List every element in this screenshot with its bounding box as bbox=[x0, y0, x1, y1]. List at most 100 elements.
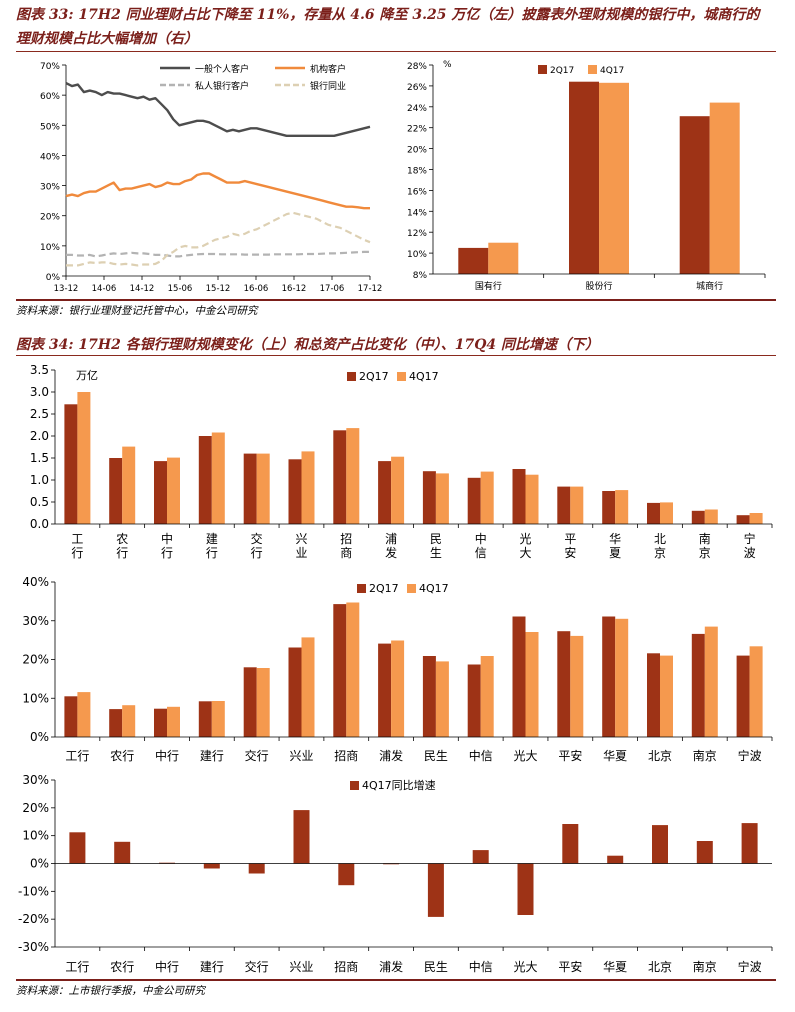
bar bbox=[607, 855, 624, 864]
bar bbox=[709, 102, 740, 274]
y-tick-label: -20% bbox=[18, 912, 49, 926]
bar bbox=[458, 247, 489, 274]
x-tick-label: 招商 bbox=[334, 748, 358, 763]
legend-label: 4Q17 bbox=[600, 66, 624, 76]
legend-label: 机构客户 bbox=[310, 63, 346, 75]
x-tick-label: 民 bbox=[430, 532, 442, 546]
bar bbox=[167, 457, 180, 524]
bar bbox=[467, 477, 481, 524]
figure34-source: 资料来源：上市银行季报，中金公司研究 bbox=[16, 985, 205, 997]
y-tick-label: 8% bbox=[413, 271, 428, 281]
x-tick-label: 浦 bbox=[385, 532, 397, 546]
bar bbox=[109, 458, 123, 524]
x-tick-label: 工行 bbox=[65, 749, 89, 763]
bar-chart-asset-share: 0% 10% 20% 30% 40% 工行 农行 中行 建行 交行 兴业 招商 浦发 民生 中信 光大 平安 华夏… bbox=[22, 575, 773, 763]
x-tick-label: 京 bbox=[699, 546, 711, 560]
bar bbox=[736, 515, 750, 524]
y-tick-label: 0% bbox=[30, 857, 49, 871]
y-tick-label: 16% bbox=[407, 187, 427, 197]
x-tick-label: 北京 bbox=[648, 749, 672, 763]
bar bbox=[467, 664, 481, 737]
bar bbox=[198, 701, 212, 737]
x-tick-label: 17-12 bbox=[358, 284, 383, 294]
x-tick-label: 南京 bbox=[693, 748, 717, 763]
x-tick-label: 夏 bbox=[609, 546, 621, 560]
x-tick-label: 行 bbox=[206, 546, 218, 560]
x-tick-label: 宁 bbox=[744, 531, 756, 546]
series-line bbox=[66, 250, 370, 258]
x-tick-label: 行 bbox=[161, 546, 173, 560]
bar bbox=[114, 841, 131, 864]
bar bbox=[615, 490, 629, 524]
y-tick-label: 14% bbox=[407, 208, 427, 218]
figure33-bottom-rule bbox=[16, 299, 776, 301]
bar bbox=[435, 473, 449, 524]
bar bbox=[570, 486, 584, 524]
x-tick-label: 安 bbox=[564, 545, 576, 560]
legend-swatch bbox=[407, 584, 416, 593]
x-tick-label: 建 bbox=[206, 532, 218, 546]
x-tick-label: 城商行 bbox=[696, 280, 723, 292]
y-tick-label: 40% bbox=[40, 152, 60, 162]
bar bbox=[248, 863, 265, 874]
bar bbox=[288, 459, 302, 524]
x-tick-label: 16-06 bbox=[244, 284, 269, 294]
x-tick-label: 建行 bbox=[200, 749, 224, 763]
x-tick-label: 北 bbox=[654, 532, 666, 546]
bar bbox=[525, 474, 539, 524]
bar bbox=[391, 640, 405, 737]
bar bbox=[660, 655, 673, 737]
y-tick-label: 24% bbox=[407, 104, 427, 114]
bar bbox=[288, 647, 302, 737]
bar bbox=[749, 646, 763, 737]
x-tick-label: 中 bbox=[475, 531, 487, 546]
bar bbox=[154, 461, 167, 524]
figure34-title: 图表 34: 17H2 各银行理财规模变化（上）和总资产占比变化（中）、17Q4… bbox=[16, 337, 600, 353]
y-tick-label: 50% bbox=[40, 122, 60, 132]
x-tick-label: 宁波 bbox=[738, 959, 762, 974]
y-tick-label: 0.5 bbox=[30, 495, 49, 509]
bar bbox=[749, 513, 763, 524]
x-tick-label: 光大 bbox=[514, 960, 538, 974]
y-tick-label: 18% bbox=[407, 167, 427, 177]
x-tick-label: 农行 bbox=[110, 960, 134, 974]
series-line bbox=[65, 172, 370, 210]
bar-chart-bank-type-share: 8% 10% 12% 14% 16% 18% 20% 22% 24% 26% 28% 国有行 股份行 城商… bbox=[407, 60, 766, 292]
bar bbox=[69, 832, 86, 864]
bar bbox=[77, 692, 91, 737]
y-tick-label: 10% bbox=[22, 829, 49, 843]
bar bbox=[480, 656, 494, 737]
bar bbox=[427, 863, 444, 917]
bar bbox=[736, 655, 750, 737]
x-tick-label: 中信 bbox=[469, 748, 493, 763]
bar bbox=[472, 850, 489, 864]
bar bbox=[198, 436, 212, 524]
x-tick-label: 行 bbox=[71, 546, 83, 560]
bar bbox=[570, 635, 584, 737]
x-tick-label: 16-12 bbox=[282, 284, 307, 294]
y-tick-label: 60% bbox=[40, 92, 60, 102]
x-tick-label: 民生 bbox=[424, 749, 448, 763]
x-tick-label: 商 bbox=[340, 545, 352, 560]
bar bbox=[122, 446, 136, 524]
y-tick-label: 20% bbox=[407, 146, 427, 156]
figure33-title-line1: 图表 33: 17H2 同业理财占比下降至 11%，存量从 4.6 降至 3.2… bbox=[16, 7, 760, 23]
x-tick-label: 华夏 bbox=[603, 749, 627, 763]
legend-label: 4Q17 bbox=[419, 582, 449, 595]
bar bbox=[333, 604, 347, 737]
bar bbox=[346, 602, 360, 737]
x-tick-label: 行 bbox=[116, 546, 128, 560]
y-tick-label: 30% bbox=[22, 614, 49, 628]
x-tick-label: 中行 bbox=[155, 748, 179, 763]
x-tick-label: 行 bbox=[251, 546, 263, 560]
x-tick-label: 17-06 bbox=[320, 284, 345, 294]
bar bbox=[562, 824, 579, 864]
figure33-source: 资料来源：银行业理财登记托管中心，中金公司研究 bbox=[16, 305, 258, 317]
x-tick-label: 农行 bbox=[110, 749, 134, 763]
y-tick-label: 20% bbox=[40, 213, 60, 223]
bar bbox=[480, 471, 494, 524]
bar bbox=[660, 502, 673, 524]
x-tick-label: 招 bbox=[340, 532, 352, 546]
bar bbox=[333, 430, 347, 524]
x-tick-label: 15-06 bbox=[168, 284, 193, 294]
